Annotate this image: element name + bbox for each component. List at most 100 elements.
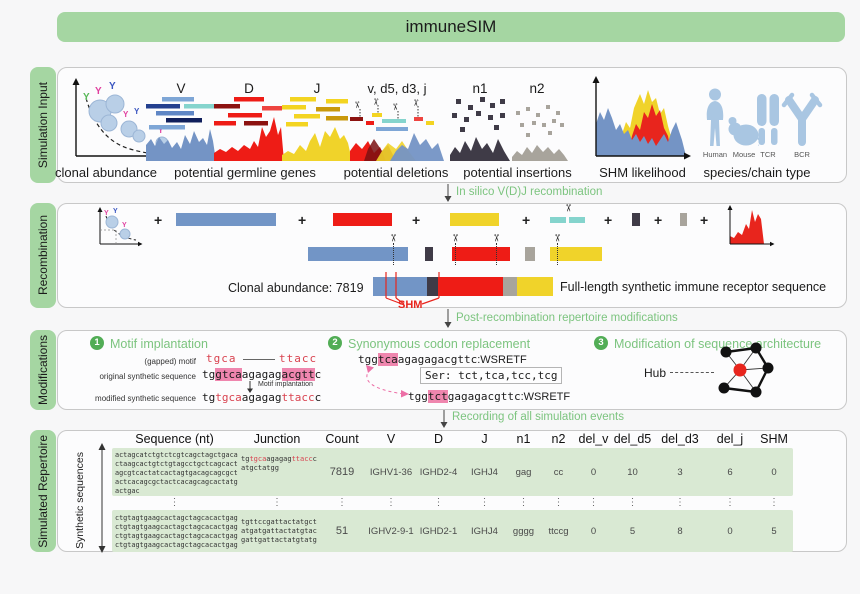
gene-d-label: D — [244, 81, 254, 96]
col-shm: SHM — [760, 431, 788, 446]
n2-cell: cc — [553, 466, 564, 478]
bcr-icon — [781, 92, 823, 146]
plus-sign: + — [700, 212, 709, 228]
insertions-caption: potential insertions — [463, 165, 572, 180]
deletions-header: v, d5, d3, j — [367, 81, 427, 96]
motif-left: tgca — [206, 352, 237, 365]
implant-arrow-label: Motif implantation — [258, 381, 313, 388]
step2-badge: 2 — [328, 336, 342, 350]
tcr-icon — [757, 94, 779, 145]
cut-line — [393, 243, 394, 265]
codon-sequence-before: tggtcaagagagacgttc:WSRETF — [358, 353, 527, 366]
n2-part — [503, 277, 517, 296]
step3-title: Modification of sequence architecture — [614, 337, 822, 351]
clonal-abundance-count: Clonal abundance: 7819 — [228, 281, 364, 295]
flow-arrow-down-icon — [444, 184, 452, 202]
n2-insert-bar — [680, 213, 687, 226]
scissors-icon: ✂ — [449, 233, 461, 243]
count-cell: 51 — [335, 525, 349, 537]
plus-sign: + — [522, 212, 531, 228]
count-cell: 7819 — [329, 466, 355, 478]
n2-cell: ttccg — [548, 525, 569, 537]
plus-sign: + — [154, 212, 163, 228]
shm-label: SHM — [398, 299, 423, 311]
col-n2: n2 — [551, 431, 566, 446]
d-part — [438, 277, 503, 296]
flow-arrow-down-icon — [440, 410, 448, 428]
svg-text:Y: Y — [122, 222, 127, 229]
svg-text:Y: Y — [123, 110, 129, 119]
col-del-d5: del_d5 — [613, 431, 652, 446]
col-count: Count — [325, 431, 359, 446]
n1-bar — [425, 247, 433, 261]
col-d: D — [433, 431, 444, 446]
species-caption: species/chain type — [703, 165, 811, 180]
gene-j-label: J — [313, 81, 321, 96]
simulated-repertoire-label: Simulated Repertoire — [36, 434, 50, 548]
n2-insertions-icon — [512, 105, 568, 161]
table-row: actagcatctgtctcgtcagctagctgaca ctaagcact… — [112, 448, 793, 496]
v-gene-cell: IGHV2-9-1 — [368, 525, 414, 537]
j-trimmed-bar — [550, 247, 602, 261]
clonal-abundance-caption: clonal abundance — [55, 165, 157, 180]
del-v-cell: 0 — [590, 525, 597, 537]
j-genes-icon — [282, 97, 352, 161]
n1-cell: gggg — [512, 525, 535, 537]
svg-text:✂: ✂ — [352, 101, 363, 110]
n1-part — [427, 277, 438, 296]
j-gene-cell: IGHJ4 — [471, 525, 498, 537]
simulation-input-label: Simulation Input — [36, 81, 50, 169]
species-mouse-label: Mouse — [732, 150, 756, 159]
del-d3-cell: 8 — [677, 525, 683, 537]
figure-title-bar: immuneSIM — [57, 12, 845, 42]
deletions-icon: ✂ ✂ ✂ ✂ — [350, 98, 444, 161]
col-sequence: Sequence (nt) — [135, 431, 214, 446]
col-del-v: del_v — [578, 431, 609, 446]
svg-text:✂: ✂ — [390, 103, 401, 112]
species-tcr-label: TCR — [760, 150, 776, 159]
modified-sequence: tgtgcaagagagttaccc — [202, 391, 322, 404]
motif-gap-line — [243, 359, 275, 360]
d-gene-cell: IGHD2-1 — [419, 525, 458, 537]
v-trimmed-bar — [308, 247, 408, 261]
del-d5-cell: 10 — [627, 466, 638, 478]
codon-replacement-arrow — [366, 365, 409, 398]
gene-v-label: V — [176, 81, 186, 96]
motif-right: ttacc — [279, 352, 318, 365]
cut-line — [557, 243, 558, 265]
synthetic-sequences-label: Synthetic sequences — [74, 451, 86, 549]
full-length-label: Full-length synthetic immune receptor se… — [560, 280, 827, 294]
synthetic-sequences-axis: Synthetic sequences — [74, 446, 86, 554]
implant-arrow-icon — [247, 381, 253, 393]
del-d3-cell: 3 — [677, 466, 683, 478]
sequence-range-arrow — [98, 443, 106, 553]
cut-line — [455, 243, 456, 265]
step1-badge: 1 — [90, 336, 104, 350]
shm-mutation-ticks — [385, 272, 440, 305]
n1-cell: gag — [515, 466, 532, 478]
svg-text:Y: Y — [104, 210, 109, 217]
sequence-cell: actagcatctgtctcgtcagctagctgaca ctaagcact… — [115, 451, 238, 495]
shm-mini-distribution-icon — [727, 205, 775, 247]
del-v-cell: 0 — [590, 466, 597, 478]
gapped-motif-label: (gapped) motif — [144, 357, 196, 366]
j-segment-bar — [450, 213, 499, 226]
junction-cell: tgttccgattactatgct atgatgattactatgtac ga… — [241, 517, 317, 544]
network-graph-icon — [718, 342, 774, 398]
species-human-label: Human — [702, 150, 728, 159]
step1-title: Motif implantation — [110, 337, 208, 351]
step3-badge: 3 — [594, 336, 608, 350]
col-v: V — [386, 431, 396, 446]
mouse-icon — [728, 117, 759, 146]
n2-bar — [525, 247, 535, 261]
sideband-simulation-input: Simulation Input — [30, 67, 56, 183]
scissors-icon: ✂ — [551, 233, 563, 243]
v-gene-cell: IGHV1-36 — [369, 466, 413, 478]
n2-label: n2 — [529, 81, 545, 96]
svg-text:Y: Y — [109, 81, 116, 92]
plus-sign: + — [654, 212, 663, 228]
scissors-icon: ✂ — [387, 233, 399, 243]
d-genes-icon — [214, 97, 284, 161]
svg-text:Y: Y — [158, 126, 164, 135]
flow-label-recombination: In silico V(D)J recombination — [456, 186, 603, 198]
